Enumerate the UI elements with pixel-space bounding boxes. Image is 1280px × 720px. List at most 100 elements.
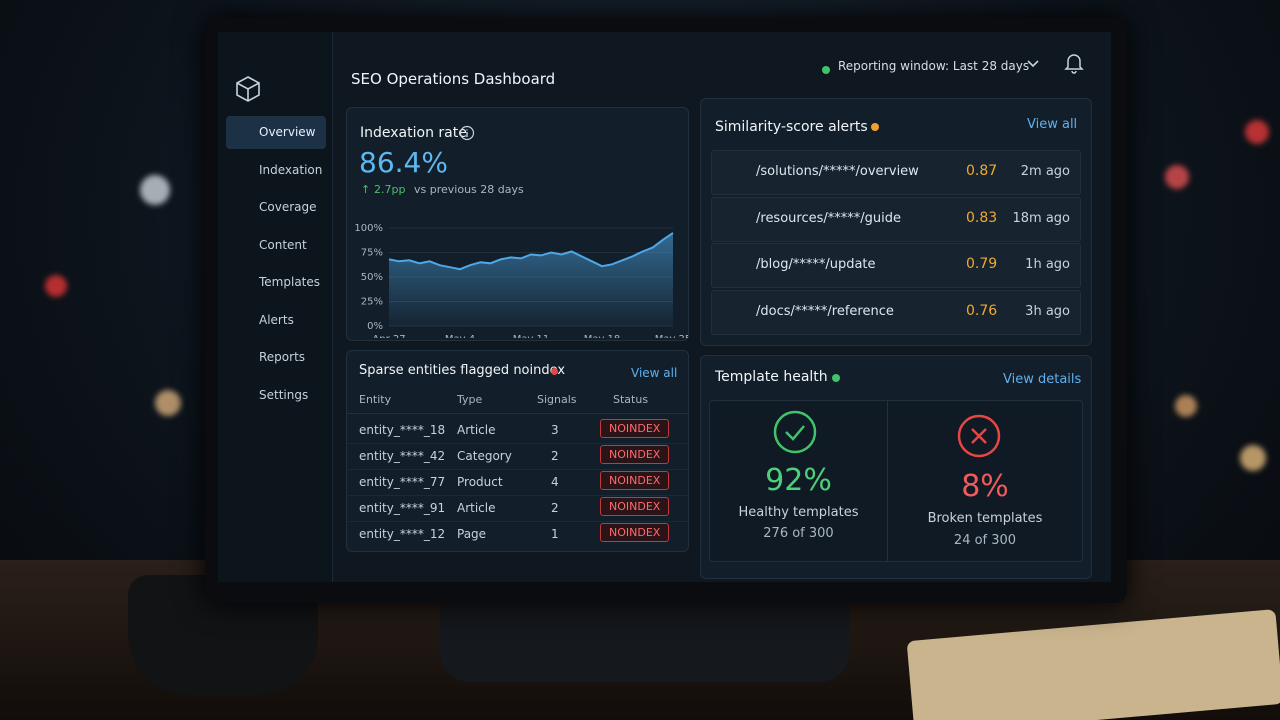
entity-name: entity_****_91 xyxy=(359,501,446,515)
signal-count: 2 xyxy=(551,501,559,515)
card-title: Template health xyxy=(715,369,828,385)
bokeh xyxy=(140,175,170,205)
x-tick-label: May 25 xyxy=(655,334,688,338)
entity-type: Article xyxy=(457,501,496,515)
column-header: Type xyxy=(457,393,483,406)
entity-name: entity_****_18 xyxy=(359,423,446,437)
divider xyxy=(347,413,688,414)
status-dot xyxy=(551,368,558,375)
column-header: Signals xyxy=(537,393,577,406)
y-tick-label: 50% xyxy=(361,272,383,283)
status-badge: NOINDEX xyxy=(600,497,670,516)
reporting-window[interactable]: Reporting window: Last 28 days xyxy=(838,59,1030,73)
card-title: Similarity-score alerts xyxy=(715,119,868,135)
entity-name: entity_****_77 xyxy=(359,475,446,489)
info-icon[interactable] xyxy=(459,125,475,141)
entity-type: Product xyxy=(457,475,503,489)
y-tick-label: 100% xyxy=(354,223,383,234)
notifications-bell[interactable] xyxy=(1064,52,1084,74)
view-all-link[interactable]: View all xyxy=(631,366,678,380)
alert-row[interactable]: /docs/*****/reference 0.76 3h ago xyxy=(711,289,1081,335)
alert-score: 0.79 xyxy=(966,256,998,272)
alert-score: 0.87 xyxy=(966,163,998,179)
broken-value: 8% xyxy=(961,469,1009,504)
nav-item[interactable]: Indexation xyxy=(226,154,326,187)
alert-time: 3h ago xyxy=(1025,303,1070,319)
view-details-link[interactable]: View details xyxy=(1003,372,1082,387)
bokeh xyxy=(1165,165,1189,189)
healthy-label: Healthy templates xyxy=(738,505,859,520)
nav-item[interactable]: Templates xyxy=(226,266,326,299)
nav-item[interactable]: Reports xyxy=(226,341,326,374)
healthy-count: 276 of 300 xyxy=(763,526,834,541)
alert-row[interactable]: /blog/*****/update 0.79 1h ago xyxy=(711,243,1081,288)
broken-label: Broken templates xyxy=(927,511,1043,526)
divider xyxy=(887,401,888,561)
healthy-value: 92% xyxy=(765,463,832,498)
broken-count: 24 of 300 xyxy=(953,533,1017,548)
alert-path: /resources/*****/guide xyxy=(756,210,901,226)
alert-row[interactable]: /solutions/*****/overview 0.87 2m ago xyxy=(711,150,1081,195)
card-title: Indexation rate xyxy=(360,125,467,141)
alert-row[interactable]: /resources/*****/guide 0.83 18m ago xyxy=(711,196,1081,242)
health-panel: 92% Healthy templates 276 of 300 8% Brok… xyxy=(709,400,1083,562)
entity-type: Article xyxy=(457,423,496,437)
alerts-card: Similarity-score alerts View all /soluti… xyxy=(700,98,1092,346)
y-tick-label: 25% xyxy=(361,297,383,308)
card-title: Sparse entities flagged noindex xyxy=(359,363,566,378)
signal-count: 2 xyxy=(551,449,559,463)
status-badge: NOINDEX xyxy=(600,445,670,464)
nav-item[interactable]: Coverage xyxy=(226,191,326,224)
y-tick-label: 75% xyxy=(361,248,383,259)
bokeh xyxy=(1245,120,1269,144)
indexation-chart: 0% 25% 50% 75% 100% Apr 27 May 4 May 11 May 18 Ma… xyxy=(354,223,688,338)
broken-icon xyxy=(957,414,1001,458)
sidebar: Overview Indexation Coverage Content Templat… xyxy=(218,32,333,582)
divider xyxy=(347,495,688,496)
nav-item[interactable]: Settings xyxy=(226,379,326,412)
signal-count: 1 xyxy=(551,527,559,541)
kpi-value: 86.4% xyxy=(359,146,448,179)
nav-label: Overview xyxy=(259,125,316,139)
signal-count: 4 xyxy=(551,475,559,489)
nav-label: Templates xyxy=(259,275,321,289)
nav-label: Content xyxy=(259,237,307,252)
status-dot xyxy=(832,374,840,382)
nav-label: Settings xyxy=(259,387,309,402)
x-tick-label: Apr 27 xyxy=(372,334,405,338)
status-badge: NOINDEX xyxy=(600,523,670,542)
nav-item[interactable]: Content xyxy=(226,229,326,262)
divider xyxy=(347,469,688,470)
alert-time: 2m ago xyxy=(1020,164,1070,179)
x-tick-label: May 11 xyxy=(513,334,550,338)
alert-path: /docs/*****/reference xyxy=(756,303,894,319)
line xyxy=(388,232,674,271)
dashboard-title: SEO Operations Dashboard xyxy=(351,70,556,88)
indexation-card: Indexation rate 86.4% ↑ 2.7pp vs previou… xyxy=(346,107,689,341)
signal-count: 3 xyxy=(551,423,559,437)
status-badge: NOINDEX xyxy=(600,419,670,438)
nav-label: Indexation xyxy=(259,162,323,177)
alert-time: 18m ago xyxy=(1012,210,1070,226)
dropdown-chevron[interactable] xyxy=(1026,58,1040,70)
alert-path: /solutions/*****/overview xyxy=(756,164,919,179)
column-header: Status xyxy=(613,393,649,406)
status-badge: NOINDEX xyxy=(600,471,670,490)
view-all-link[interactable]: View all xyxy=(1027,117,1078,132)
alert-score: 0.83 xyxy=(966,209,998,226)
bokeh xyxy=(155,390,181,416)
nav-item[interactable]: Overview xyxy=(226,116,326,149)
kpi-comparison: vs previous 28 days xyxy=(414,183,524,196)
alert-time: 1h ago xyxy=(1025,257,1070,272)
x-tick-label: May 18 xyxy=(584,334,621,338)
nav-label: Reports xyxy=(259,350,306,364)
nav-item[interactable]: Alerts xyxy=(226,304,326,337)
area xyxy=(389,232,673,326)
bokeh xyxy=(45,275,67,297)
entity-type: Category xyxy=(457,449,512,463)
logo xyxy=(236,76,260,102)
template-health-card: Template health View details 92% Healthy… xyxy=(700,355,1092,579)
monitor-stand xyxy=(440,600,850,682)
kpi-change: 2.7pp xyxy=(374,183,406,196)
